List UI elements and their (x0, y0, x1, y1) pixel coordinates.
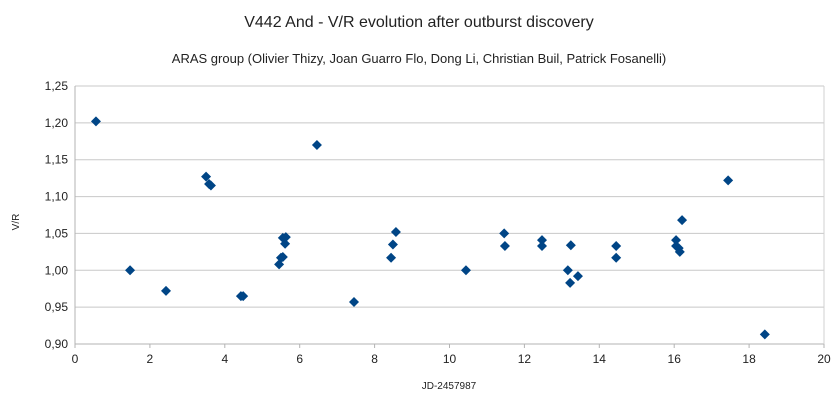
data-point (90, 116, 101, 127)
x-tick-label: 18 (742, 352, 756, 366)
data-point (311, 139, 322, 150)
data-point (387, 239, 398, 250)
x-tick-label: 4 (221, 352, 228, 366)
x-tick-label: 10 (443, 352, 457, 366)
y-tick-label: 1,05 (45, 226, 69, 240)
data-point (723, 175, 734, 186)
x-axis-label: JD-2457987 (422, 381, 477, 392)
data-point (125, 265, 136, 276)
x-tick-label: 2 (147, 352, 154, 366)
data-point (205, 180, 216, 191)
data-points (90, 116, 770, 340)
x-tick-label: 12 (518, 352, 532, 366)
data-point (611, 252, 622, 263)
data-point (499, 228, 510, 239)
data-point (386, 252, 397, 263)
data-point (280, 238, 291, 249)
data-point (161, 285, 172, 296)
data-point (674, 246, 685, 257)
tick-labels: 0,90 0,95 1,00 1,05 1,10 1,15 1,20 1,25 0 2 4 6 8 10 1… (45, 79, 831, 366)
x-tick-label: 14 (593, 352, 607, 366)
data-point (677, 215, 688, 226)
y-axis-label: V/R (11, 214, 22, 231)
data-point (565, 240, 576, 251)
x-tick-label: 20 (817, 352, 831, 366)
y-tick-label: 1,00 (45, 263, 69, 277)
data-point (565, 277, 576, 288)
y-tick-label: 0,95 (45, 300, 69, 314)
data-point (611, 240, 622, 251)
data-point (277, 252, 288, 263)
y-tick-label: 1,25 (45, 79, 69, 93)
data-point (201, 171, 212, 182)
chart-subtitle: ARAS group (Olivier Thizy, Joan Guarro F… (172, 51, 666, 66)
data-point (238, 291, 249, 302)
data-point (537, 240, 548, 251)
x-tick-label: 6 (296, 352, 303, 366)
data-point (499, 240, 510, 251)
y-tick-label: 1,15 (45, 153, 69, 167)
y-tick-label: 1,20 (45, 116, 69, 130)
data-point (537, 235, 548, 246)
y-tick-label: 0,90 (45, 337, 69, 351)
axes (74, 86, 825, 348)
data-point (280, 232, 291, 243)
chart-title: V442 And - V/R evolution after outburst … (244, 14, 594, 31)
data-point (572, 271, 583, 282)
x-tick-label: 8 (371, 352, 378, 366)
y-tick-label: 1,10 (45, 190, 69, 204)
x-tick-label: 16 (668, 352, 682, 366)
x-tick-label: 0 (72, 352, 79, 366)
grid-lines (75, 85, 824, 308)
data-point (562, 265, 573, 276)
data-point (349, 296, 360, 307)
data-point (759, 329, 770, 340)
data-point (671, 235, 682, 246)
data-point (460, 265, 471, 276)
data-point (390, 226, 401, 237)
